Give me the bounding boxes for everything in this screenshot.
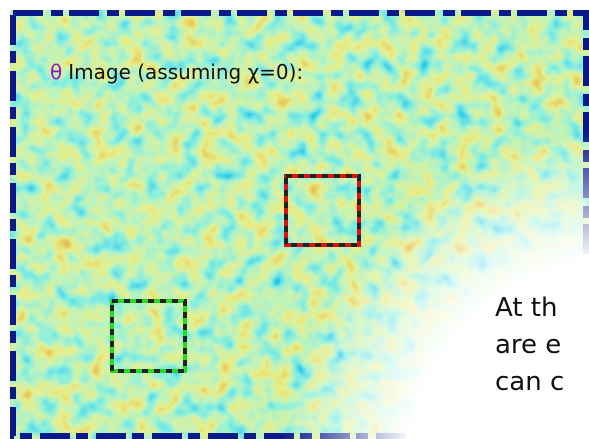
body-line: At th: [495, 293, 557, 323]
slide: θImage (assuming χ=0): At th are e can c…: [0, 0, 589, 439]
title-text: Image (assuming χ=0):: [68, 60, 303, 84]
theta-symbol: θ: [50, 60, 62, 84]
body-line: can c: [495, 367, 564, 397]
body-line: are e: [495, 330, 561, 360]
